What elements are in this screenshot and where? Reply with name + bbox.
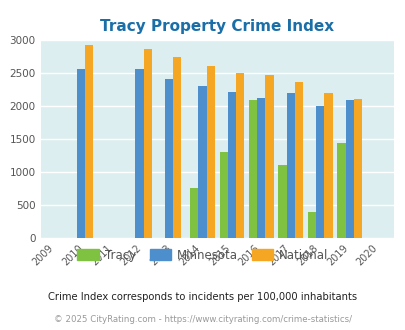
Bar	[198, 86, 206, 238]
Bar	[337, 143, 345, 238]
Bar	[235, 73, 244, 238]
Bar	[278, 165, 286, 238]
Bar	[143, 49, 151, 238]
Bar	[173, 57, 181, 238]
Bar	[257, 98, 265, 238]
Bar	[219, 152, 227, 238]
Bar	[164, 79, 173, 238]
Bar	[190, 188, 198, 238]
Bar	[135, 69, 143, 238]
Legend: Tracy, Minnesota, National: Tracy, Minnesota, National	[72, 244, 333, 266]
Bar	[315, 106, 324, 238]
Bar	[206, 66, 214, 238]
Bar	[286, 93, 294, 238]
Bar	[345, 100, 353, 238]
Bar	[76, 69, 85, 238]
Title: Tracy Property Crime Index: Tracy Property Crime Index	[100, 19, 333, 34]
Bar	[227, 92, 235, 238]
Bar	[353, 99, 361, 238]
Text: © 2025 CityRating.com - https://www.cityrating.com/crime-statistics/: © 2025 CityRating.com - https://www.city…	[54, 315, 351, 324]
Bar	[294, 82, 303, 238]
Bar	[307, 212, 315, 238]
Bar	[248, 100, 257, 238]
Bar	[265, 75, 273, 238]
Bar	[324, 93, 332, 238]
Text: Crime Index corresponds to incidents per 100,000 inhabitants: Crime Index corresponds to incidents per…	[48, 292, 357, 302]
Bar	[85, 45, 93, 238]
